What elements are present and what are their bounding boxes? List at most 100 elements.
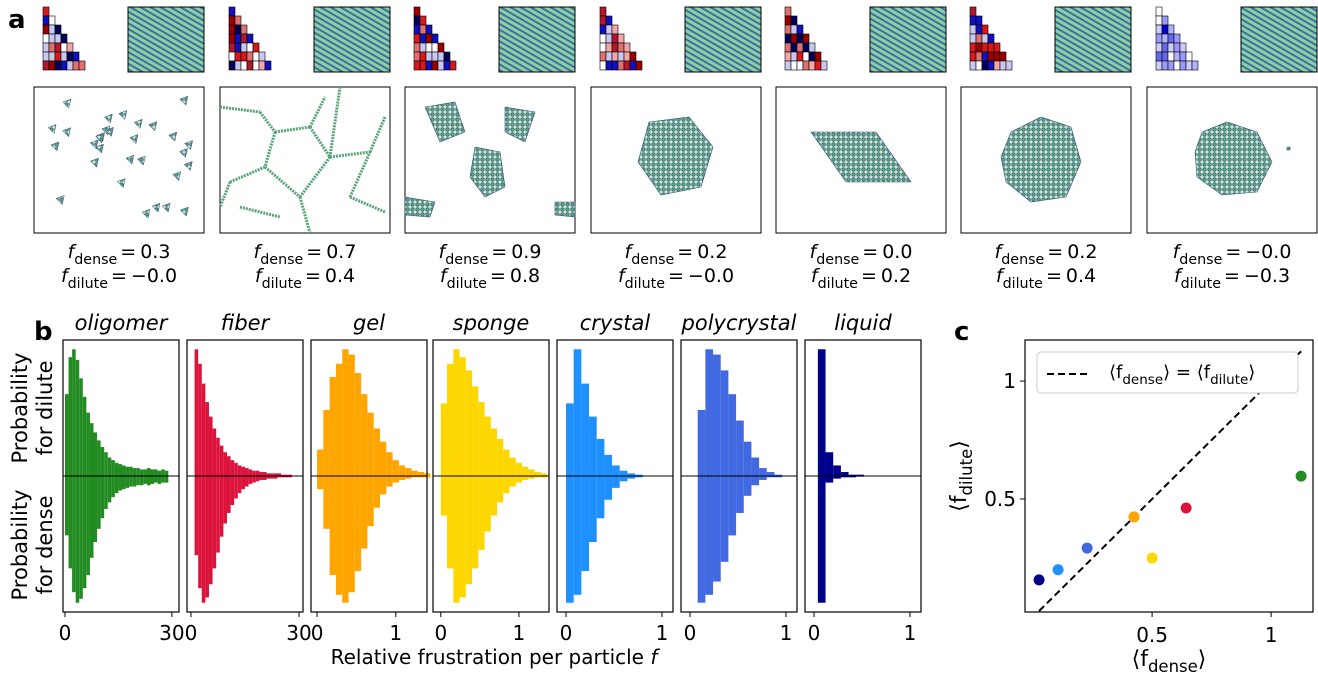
text-part: −0.0: [688, 265, 734, 287]
cluster: [129, 134, 139, 145]
subscript: dense: [631, 252, 674, 268]
matrix-cell: [796, 60, 804, 71]
text-part: =: [1046, 265, 1062, 287]
bar-dense: [509, 476, 516, 487]
matrix-cell: [790, 51, 798, 62]
bar-dilute: [146, 468, 151, 476]
text-part: −0.3: [1244, 265, 1290, 287]
bar-dense: [234, 476, 238, 499]
bar-dense: [705, 476, 714, 595]
matrix-cell: [784, 51, 792, 62]
bar-dilute: [697, 410, 706, 476]
matrix-cell: [611, 42, 619, 53]
bar-dilute: [245, 468, 249, 476]
bar-dense: [64, 476, 69, 536]
text-part: =: [305, 265, 321, 287]
bar-dilute: [522, 466, 529, 476]
cluster: [179, 206, 189, 217]
matrix-cell: [1167, 51, 1175, 62]
matrix-cell: [413, 33, 421, 44]
matrix-cell: [246, 42, 254, 53]
matrix-cell: [1173, 33, 1181, 44]
bar-dense: [263, 476, 267, 480]
matrix-cell: [611, 33, 619, 44]
bar-dilute: [497, 439, 504, 476]
text-part: ⟩: [1198, 647, 1207, 672]
matrix-cell: [808, 60, 816, 71]
matrix-cell: [42, 33, 50, 44]
matrix-cell: [784, 24, 792, 35]
matrix-cell: [234, 24, 242, 35]
matrix-cell: [605, 33, 613, 44]
text-part: Relative frustration per particle: [331, 645, 651, 669]
matrix-cell: [981, 51, 989, 62]
matrix-cell: [42, 60, 50, 71]
matrix-cell: [228, 6, 236, 17]
texture: [498, 6, 576, 73]
matrix-cell: [975, 15, 983, 26]
bar-dilute: [398, 465, 406, 476]
bar-dilute: [150, 469, 155, 476]
bar-dilute: [386, 452, 393, 476]
caption-dense: fdense = 0.2: [625, 241, 728, 268]
bar-dense: [154, 476, 158, 483]
x-tick-label: 0.5: [1136, 623, 1168, 647]
matrix-cell: [443, 60, 451, 71]
matrix-cell: [78, 60, 86, 71]
matrix-cell: [228, 51, 236, 62]
bar-dense: [335, 476, 343, 595]
bar-dense: [129, 476, 133, 487]
y-tick-label: 1: [1003, 369, 1016, 393]
bar-dilute: [509, 457, 516, 476]
text-part: =: [111, 265, 127, 287]
text-part: ⟨f: [947, 494, 972, 512]
texture: [127, 6, 205, 73]
matrix-cell: [443, 51, 451, 62]
text-part: 0.3: [140, 241, 170, 263]
matrix-cell: [1167, 33, 1175, 44]
matrix-cell: [784, 6, 792, 17]
matrix-cell: [425, 33, 433, 44]
bar-dense: [284, 476, 289, 478]
cluster: [168, 131, 178, 142]
bar-dense: [386, 476, 393, 487]
x-tick-label: 0: [185, 621, 198, 645]
bar-dense: [503, 476, 510, 494]
bar-dense: [150, 476, 155, 484]
matrix-cell: [981, 24, 989, 35]
axes-frame: [680, 339, 798, 613]
fiber-strand: [308, 96, 327, 128]
caption-dilute: fdilute = 0.8: [440, 265, 540, 292]
matrix-cell: [802, 42, 810, 53]
text-part: 0.2: [881, 265, 911, 287]
panel-label: c: [954, 317, 969, 347]
bar-dense: [373, 476, 381, 508]
matrix-cell: [814, 60, 822, 71]
point: [1128, 511, 1140, 523]
fiber-strand: [218, 181, 232, 208]
matrix-cell: [987, 33, 995, 44]
text-part: f: [811, 265, 821, 287]
bar-dilute: [255, 470, 260, 476]
subscript: dilute: [818, 276, 859, 292]
bar-dilute: [515, 462, 523, 476]
bar-dilute: [284, 474, 289, 476]
matrix-cell: [60, 60, 68, 71]
bar-dilute: [68, 357, 73, 476]
matrix-cell: [42, 15, 50, 26]
matrix-cell: [234, 15, 242, 26]
bar-dense: [604, 476, 613, 500]
matrix-cell: [987, 60, 995, 71]
subscript: dilute: [1181, 276, 1222, 292]
matrix-cell: [42, 24, 50, 35]
matrix-cell: [48, 60, 56, 71]
bar-dilute: [596, 439, 605, 476]
matrix-cell: [981, 42, 989, 53]
matrix-cell: [228, 60, 236, 71]
text-part: f: [440, 265, 450, 287]
snapshot: [404, 86, 576, 234]
matrix-cell: [790, 33, 798, 44]
cluster: [116, 178, 126, 189]
matrix-cell: [1155, 51, 1163, 62]
matrix-cell: [802, 33, 810, 44]
